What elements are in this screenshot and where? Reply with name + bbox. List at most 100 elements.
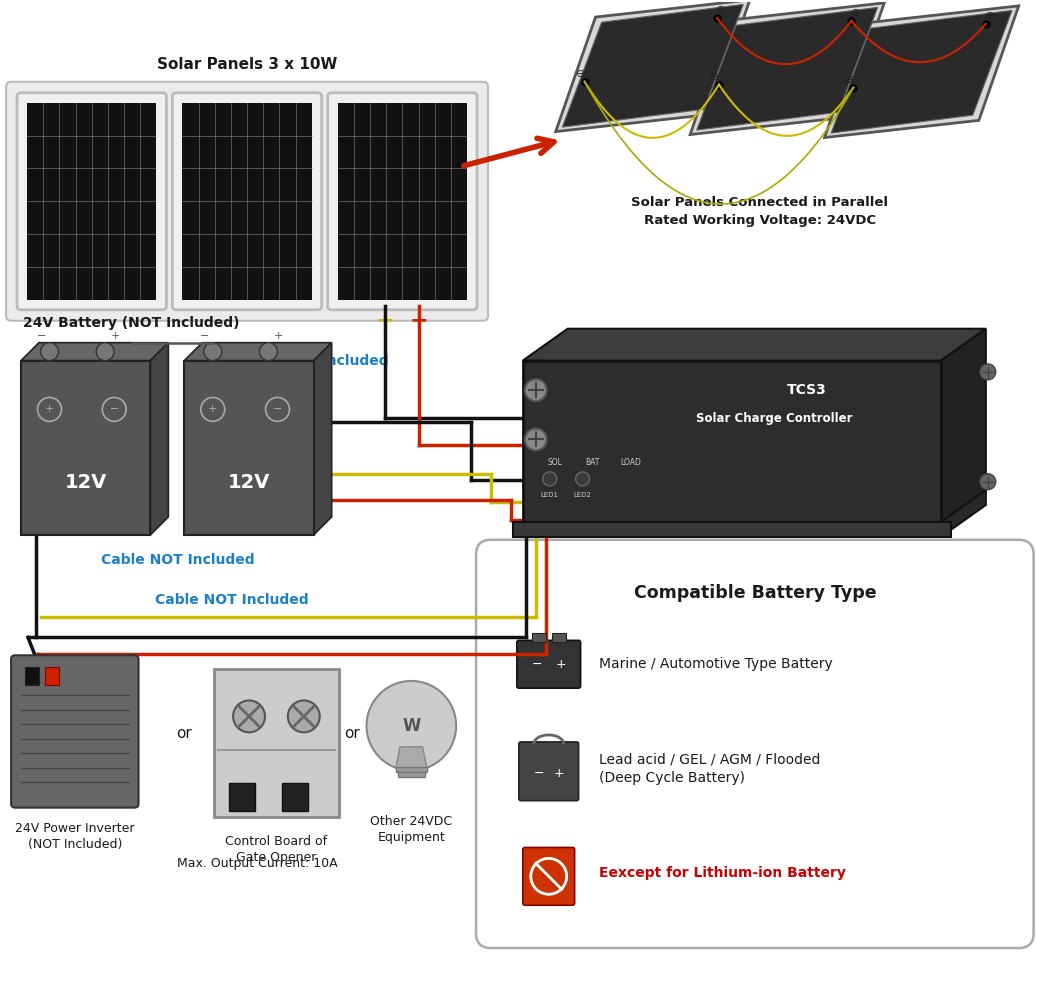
Text: Other 24VDC
Equipment: Other 24VDC Equipment — [370, 815, 452, 844]
Polygon shape — [356, 294, 360, 298]
Polygon shape — [46, 203, 49, 207]
Polygon shape — [185, 294, 188, 298]
Polygon shape — [421, 196, 424, 199]
Polygon shape — [381, 269, 384, 272]
Circle shape — [576, 472, 590, 486]
Polygon shape — [46, 294, 49, 298]
Circle shape — [40, 343, 58, 360]
Polygon shape — [200, 163, 204, 166]
Polygon shape — [127, 269, 130, 272]
Polygon shape — [217, 261, 220, 265]
Polygon shape — [78, 229, 81, 232]
Polygon shape — [233, 170, 236, 174]
Polygon shape — [217, 196, 220, 199]
Bar — [21, 360, 150, 535]
Circle shape — [980, 364, 996, 380]
Circle shape — [96, 343, 114, 360]
Polygon shape — [127, 294, 130, 298]
Polygon shape — [193, 237, 197, 240]
Polygon shape — [69, 196, 74, 199]
Polygon shape — [209, 269, 213, 272]
Polygon shape — [193, 269, 197, 272]
Polygon shape — [93, 138, 97, 142]
Polygon shape — [93, 229, 97, 232]
Polygon shape — [429, 130, 432, 134]
Polygon shape — [151, 130, 155, 134]
Polygon shape — [61, 105, 65, 108]
Polygon shape — [69, 261, 74, 265]
Polygon shape — [249, 138, 253, 142]
Polygon shape — [37, 163, 41, 166]
Polygon shape — [290, 138, 293, 142]
Polygon shape — [69, 294, 74, 298]
Polygon shape — [274, 163, 278, 166]
Polygon shape — [93, 163, 97, 166]
Polygon shape — [118, 237, 122, 240]
Polygon shape — [78, 269, 81, 272]
Polygon shape — [86, 130, 90, 134]
Polygon shape — [381, 203, 384, 207]
Polygon shape — [54, 294, 57, 298]
Polygon shape — [242, 229, 245, 232]
Polygon shape — [388, 138, 392, 142]
Polygon shape — [388, 294, 392, 298]
Polygon shape — [86, 138, 90, 142]
Text: −: − — [110, 404, 119, 415]
Polygon shape — [298, 203, 301, 207]
Polygon shape — [306, 261, 310, 265]
Text: −: − — [533, 767, 544, 780]
Polygon shape — [142, 229, 146, 232]
Polygon shape — [118, 294, 122, 298]
Text: LOAD: LOAD — [620, 458, 641, 467]
Polygon shape — [429, 269, 432, 272]
Polygon shape — [78, 138, 81, 142]
Polygon shape — [54, 130, 57, 134]
Circle shape — [204, 343, 222, 360]
Polygon shape — [185, 269, 188, 272]
Polygon shape — [298, 294, 301, 298]
Polygon shape — [69, 138, 74, 142]
Polygon shape — [404, 170, 408, 174]
FancyBboxPatch shape — [328, 93, 477, 310]
Polygon shape — [242, 261, 245, 265]
Polygon shape — [281, 138, 285, 142]
Polygon shape — [185, 261, 188, 265]
Polygon shape — [151, 269, 155, 272]
Polygon shape — [372, 237, 375, 240]
Polygon shape — [364, 229, 368, 232]
Polygon shape — [388, 269, 392, 272]
Polygon shape — [274, 138, 278, 142]
Bar — [398, 772, 425, 777]
Polygon shape — [21, 343, 168, 360]
Polygon shape — [824, 6, 1018, 138]
Polygon shape — [404, 294, 408, 298]
Polygon shape — [364, 170, 368, 174]
Polygon shape — [421, 130, 424, 134]
Polygon shape — [257, 138, 261, 142]
Polygon shape — [404, 138, 408, 142]
Polygon shape — [46, 269, 49, 272]
Polygon shape — [209, 261, 213, 265]
Polygon shape — [93, 261, 97, 265]
Polygon shape — [142, 203, 146, 207]
Text: Cable NOT Included: Cable NOT Included — [101, 552, 254, 566]
Polygon shape — [404, 203, 408, 207]
Polygon shape — [445, 130, 449, 134]
Polygon shape — [404, 261, 408, 265]
Polygon shape — [281, 163, 285, 166]
Polygon shape — [54, 105, 57, 108]
Text: TCS3: TCS3 — [787, 383, 828, 397]
Polygon shape — [46, 163, 49, 166]
Polygon shape — [225, 237, 229, 240]
FancyBboxPatch shape — [17, 93, 166, 310]
Bar — [27, 103, 157, 300]
Polygon shape — [274, 229, 278, 232]
Polygon shape — [217, 237, 220, 240]
Polygon shape — [242, 269, 245, 272]
Text: 12V: 12V — [64, 473, 107, 492]
Polygon shape — [193, 203, 197, 207]
Polygon shape — [46, 105, 49, 108]
Polygon shape — [103, 269, 106, 272]
Polygon shape — [372, 170, 375, 174]
Polygon shape — [78, 294, 81, 298]
